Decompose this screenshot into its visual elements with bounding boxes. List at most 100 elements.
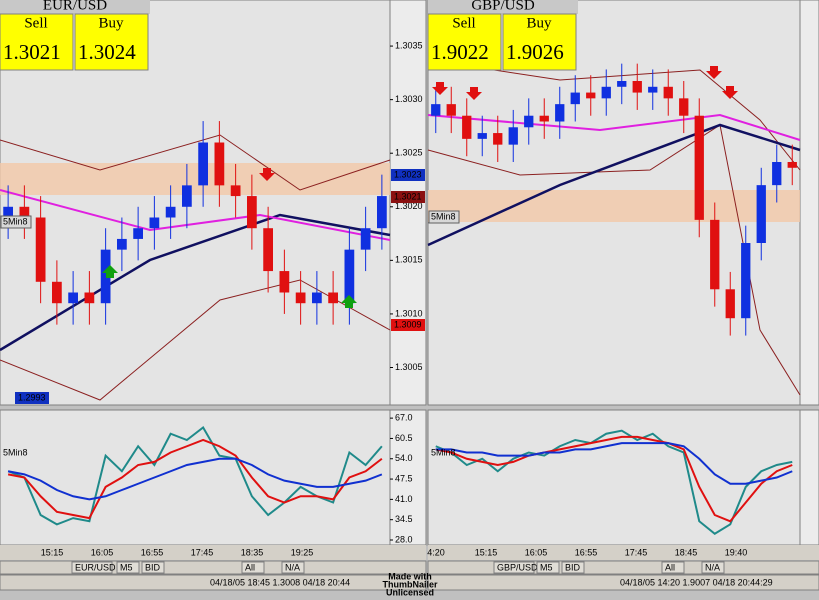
osc-tick-label: 34.5: [395, 514, 413, 524]
candle-body: [377, 196, 387, 229]
toolbar-button-label[interactable]: BID: [145, 562, 161, 572]
sell-label[interactable]: Sell: [24, 15, 47, 31]
oscillator-line: [435, 442, 793, 485]
candle-body: [117, 238, 127, 250]
time-label: 15:15: [475, 547, 498, 557]
osc-tick-label: 28.0: [395, 534, 413, 544]
candle-body: [431, 104, 441, 116]
price-tick-label: 1.3030: [395, 94, 423, 104]
candle-body: [787, 162, 797, 168]
candle-body: [247, 196, 257, 229]
sell-arrow: [706, 66, 722, 79]
symbol-bar: [428, 0, 578, 14]
price-tick-label: 1.3015: [395, 255, 423, 265]
time-label: 4:20: [427, 547, 445, 557]
candle-body: [133, 228, 143, 239]
moving-average: [0, 189, 391, 241]
osc-label: 5Min8: [3, 447, 28, 457]
sell-label[interactable]: Sell: [452, 15, 475, 31]
indicator-label: 5Min8: [3, 216, 28, 226]
osc-area: [427, 409, 801, 546]
toolbar-button[interactable]: [561, 561, 585, 574]
symbol-bar: [0, 0, 150, 14]
candle-body: [477, 133, 487, 139]
symbol: EUR/USD: [43, 0, 107, 13]
price-tag: [391, 319, 425, 331]
candle-body: [198, 142, 208, 186]
time-label: 16:55: [141, 547, 164, 557]
toolbar-button-label[interactable]: M5: [120, 562, 133, 572]
sell-box[interactable]: [0, 13, 74, 71]
toolbar-button[interactable]: [536, 561, 560, 574]
osc-label: 5Min8: [431, 447, 456, 457]
candle-body: [648, 86, 658, 93]
buy-box[interactable]: [74, 13, 149, 71]
toolbar-button-label[interactable]: GBP/USD: [497, 562, 538, 572]
price-tag: [15, 392, 49, 404]
buy-box[interactable]: [502, 13, 577, 71]
price-tick-label: 1.3005: [395, 362, 423, 372]
envelope-line: [0, 134, 391, 191]
toolbar-button[interactable]: [701, 561, 725, 574]
osc-axis: [799, 409, 819, 546]
candle-body: [149, 217, 160, 229]
toolbar-button-label[interactable]: N/A: [285, 562, 300, 572]
sell-box[interactable]: [427, 13, 502, 71]
price-tick-label: 1.3010: [395, 308, 423, 318]
candle-body: [617, 81, 627, 87]
time-label: 18:45: [675, 547, 698, 557]
candle-body: [68, 292, 78, 304]
indicator-tag: [0, 215, 32, 229]
time-label: 16:05: [91, 547, 114, 557]
candle-body: [3, 206, 13, 218]
candle-body: [312, 292, 322, 304]
candle-body: [52, 281, 62, 304]
candle-body: [539, 115, 549, 122]
toolbar-button-label[interactable]: All: [245, 562, 255, 572]
candle-body: [446, 104, 456, 116]
osc-tick-label: 41.0: [395, 494, 413, 504]
price-tick-label: 1.3035: [395, 40, 423, 50]
buy-label[interactable]: Buy: [98, 15, 124, 31]
buy-arrow: [102, 265, 118, 278]
sell-arrow: [259, 168, 275, 181]
osc-axis: [389, 409, 427, 546]
candle-body: [679, 98, 689, 116]
toolbar: [427, 560, 819, 575]
moving-average: [427, 123, 801, 247]
toolbar-button[interactable]: [71, 561, 113, 574]
osc-tick-label: 54.0: [395, 453, 413, 463]
watermark-line: ThumbNailer: [382, 579, 438, 589]
toolbar-button[interactable]: [141, 561, 165, 574]
candle-body: [586, 92, 596, 99]
candle-body: [295, 292, 306, 304]
status-text: 04/18/05 14:20 1.9007 04/18 20:44:29: [620, 577, 773, 587]
toolbar-button-label[interactable]: M5: [540, 562, 553, 572]
price-tick-label: 1.3025: [395, 148, 423, 158]
toolbar-button-label[interactable]: BID: [565, 562, 581, 572]
time-axis: [0, 545, 426, 560]
sell-arrow: [466, 87, 482, 100]
toolbar-button[interactable]: [241, 561, 265, 574]
sell-price[interactable]: 1.3021: [3, 40, 61, 64]
indicator-tag: [428, 210, 460, 224]
buy-label[interactable]: Buy: [526, 15, 552, 31]
toolbar-button[interactable]: [116, 561, 140, 574]
candle-body: [632, 81, 642, 93]
time-label: 15:15: [41, 547, 64, 557]
toolbar-button-label[interactable]: All: [665, 562, 675, 572]
sell-price[interactable]: 1.9022: [431, 40, 489, 64]
buy-price[interactable]: 1.9026: [506, 40, 564, 64]
candle-body: [35, 217, 46, 282]
envelope-line: [427, 124, 801, 396]
toolbar-button-label[interactable]: N/A: [705, 562, 720, 572]
buy-price[interactable]: 1.3024: [78, 40, 136, 64]
toolbar-button[interactable]: [281, 561, 305, 574]
toolbar-button[interactable]: [493, 561, 535, 574]
price-tag-label: 1.3021: [394, 191, 422, 201]
toolbar-button[interactable]: [661, 561, 685, 574]
indicator-label: 5Min8: [431, 211, 456, 221]
candle-body: [165, 206, 176, 218]
candle-body: [230, 185, 241, 197]
toolbar-button-label[interactable]: EUR/USD: [75, 562, 116, 572]
